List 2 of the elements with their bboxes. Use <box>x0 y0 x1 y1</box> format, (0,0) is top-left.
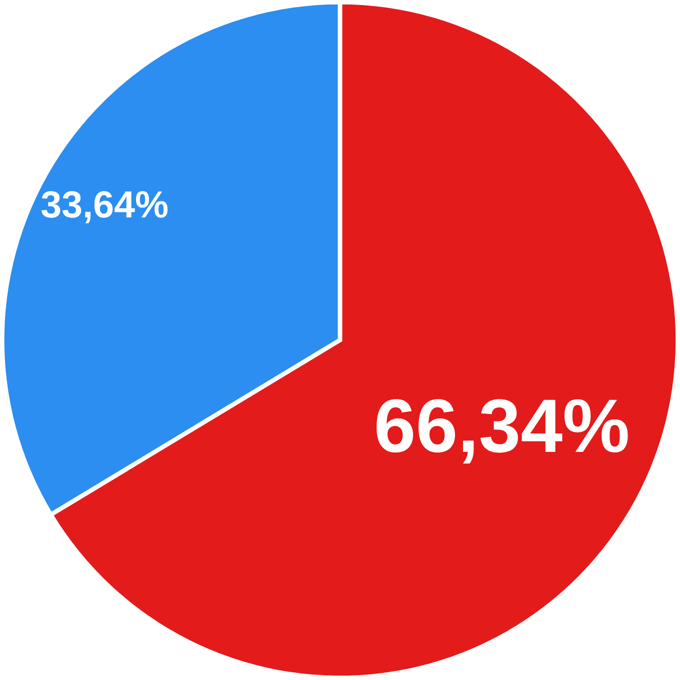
data-label: 33,64% <box>42 191 168 224</box>
data-label: 66,34% <box>376 399 628 464</box>
